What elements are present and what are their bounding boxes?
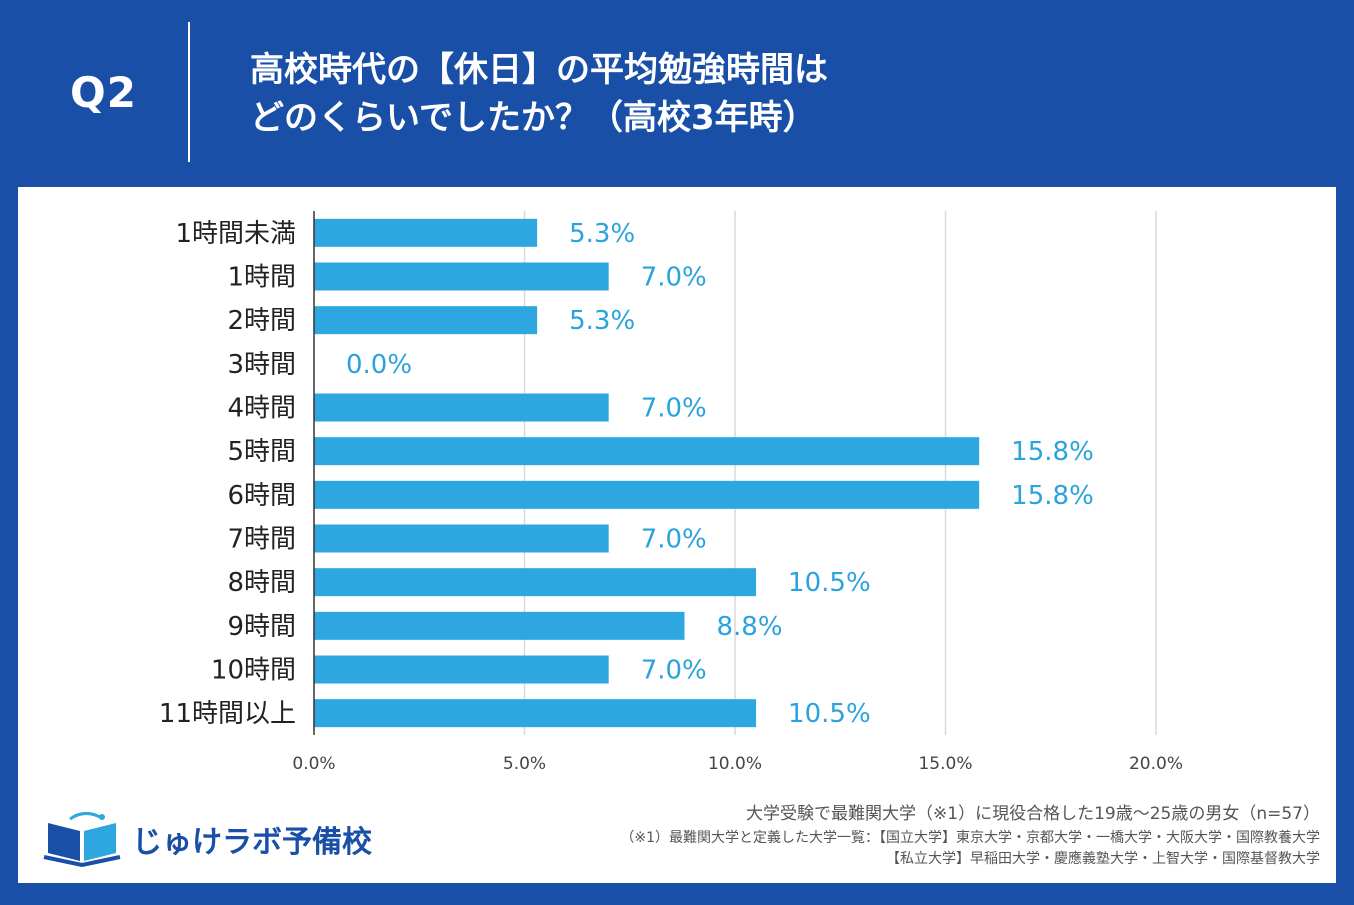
value-label: 8.8% bbox=[716, 612, 782, 642]
axis: 0.0% 5.0% 10.0% 15.0% 20.0% 1時間未満 1時間 2時間 3時間 4時間… bbox=[159, 211, 1183, 774]
category-label: 8時間 bbox=[227, 568, 296, 598]
bar bbox=[314, 262, 609, 291]
bar bbox=[314, 655, 609, 684]
title-line-2: どのくらいでしたか？（高校3年時） bbox=[250, 98, 817, 138]
chart-title: 高校時代の【休日】の平均勉強時間は どのくらいでしたか？（高校3年時） bbox=[250, 46, 828, 142]
bar bbox=[314, 393, 609, 422]
header-divider bbox=[188, 22, 190, 162]
bar bbox=[314, 437, 980, 466]
bar bbox=[314, 611, 685, 640]
value-label: 7.0% bbox=[641, 394, 707, 424]
category-label: 1時間 bbox=[227, 263, 296, 293]
x-tick-label: 0.0% bbox=[292, 754, 335, 774]
category-label: 2時間 bbox=[227, 306, 296, 336]
category-label: 7時間 bbox=[227, 525, 296, 555]
university-list-private: 【私立大学】早稲田大学・慶應義塾大学・上智大学・国際基督教大学 bbox=[886, 851, 1320, 867]
category-label: 11時間以上 bbox=[159, 699, 296, 729]
header: Q2 高校時代の【休日】の平均勉強時間は どのくらいでしたか？（高校3年時） bbox=[0, 0, 1354, 185]
book-logo-icon bbox=[43, 812, 121, 868]
question-number: Q2 bbox=[70, 68, 137, 117]
category-label: 9時間 bbox=[227, 612, 296, 642]
value-label: 15.8% bbox=[1011, 437, 1094, 467]
university-list-national: （※1）最難関大学と定義した大学一覧：【国立大学】東京大学・京都大学・一橋大学・… bbox=[620, 830, 1320, 846]
bars: 5.3%7.0%5.3%0.0%7.0%15.8%15.8%7.0%10.5%8… bbox=[314, 218, 1094, 729]
x-tick-label: 20.0% bbox=[1129, 754, 1183, 774]
category-label: 3時間 bbox=[227, 350, 296, 380]
category-label: 5時間 bbox=[227, 437, 296, 467]
x-tick-label: 15.0% bbox=[918, 754, 972, 774]
category-label: 6時間 bbox=[227, 481, 296, 511]
value-label: 5.3% bbox=[569, 306, 635, 336]
grid-lines bbox=[523, 211, 1157, 735]
sample-note: 大学受験で最難関大学（※1）に現役合格した19歳〜25歳の男女（n=57） bbox=[746, 804, 1320, 824]
bar bbox=[314, 568, 757, 597]
category-label: 1時間未満 bbox=[175, 219, 296, 249]
bar bbox=[314, 218, 538, 247]
value-label: 10.5% bbox=[788, 699, 871, 729]
bar bbox=[314, 699, 757, 728]
category-label: 10時間 bbox=[211, 656, 296, 686]
bar-chart: 5.3%7.0%5.3%0.0%7.0%15.8%15.8%7.0%10.5%8… bbox=[159, 211, 1183, 774]
x-tick-label: 5.0% bbox=[503, 754, 546, 774]
chart-panel: 5.3% 7.0% 5.3% 0.0% 7.0% 15.8% 15.8% 7.0% 10.5% 8… bbox=[18, 187, 1336, 883]
logo: じゅけラボ予備校 bbox=[40, 809, 372, 868]
value-label: 7.0% bbox=[641, 263, 707, 293]
value-label: 10.5% bbox=[788, 568, 871, 598]
value-label: 5.3% bbox=[569, 219, 635, 249]
value-label: 15.8% bbox=[1011, 481, 1094, 511]
value-label: 0.0% bbox=[346, 350, 412, 380]
value-label: 7.0% bbox=[641, 525, 707, 555]
x-tick-label: 10.0% bbox=[708, 754, 762, 774]
logo-text: じゅけラボ予備校 bbox=[132, 825, 372, 860]
bar bbox=[314, 480, 980, 509]
title-line-1: 高校時代の【休日】の平均勉強時間は bbox=[250, 50, 828, 90]
bar bbox=[314, 306, 538, 335]
category-label: 4時間 bbox=[227, 394, 296, 424]
bar bbox=[314, 524, 609, 553]
value-label: 7.0% bbox=[641, 656, 707, 686]
